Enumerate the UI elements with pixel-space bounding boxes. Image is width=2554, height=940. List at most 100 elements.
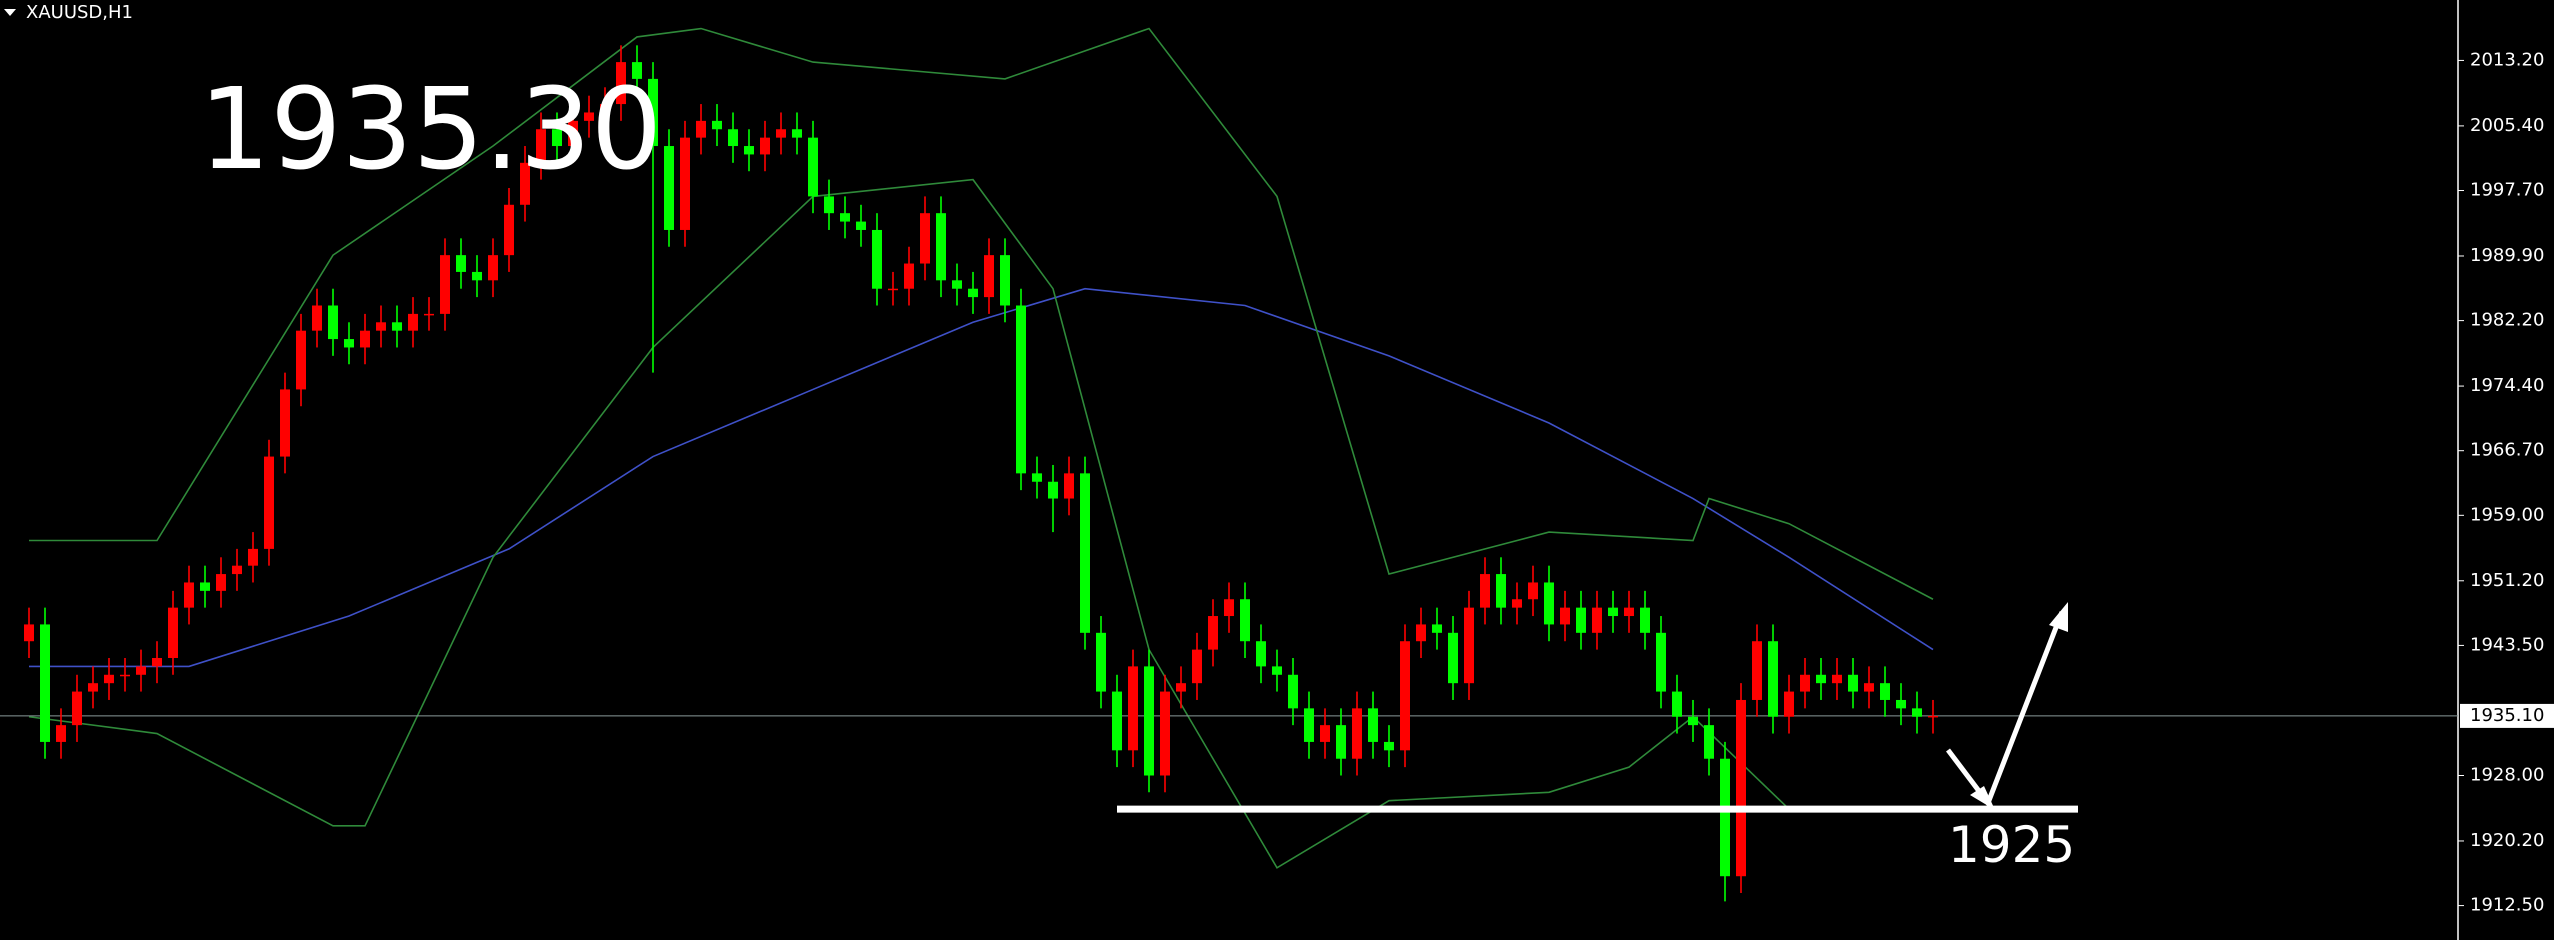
- chart-title: XAUUSD,H1: [26, 2, 133, 23]
- y-tick-label: 1982.20: [2470, 310, 2544, 331]
- candle-body: [1240, 599, 1250, 642]
- candle-body: [1416, 624, 1426, 642]
- candle-body: [280, 389, 290, 457]
- candle-body: [1272, 666, 1282, 675]
- candle-body: [648, 78, 658, 147]
- candle-body: [1304, 708, 1314, 742]
- candle-body: [1720, 758, 1730, 877]
- candle-body: [1144, 666, 1154, 776]
- candle-body: [184, 582, 194, 608]
- current-price-box: [2460, 703, 2554, 728]
- candle-body: [1832, 674, 1842, 684]
- candle-body: [1464, 607, 1474, 684]
- candle-body: [472, 271, 482, 281]
- candle-body: [856, 221, 866, 230]
- candle-body: [1112, 691, 1122, 751]
- indicator-line: [29, 27, 1934, 600]
- candle-body: [360, 330, 370, 348]
- candle-body: [920, 213, 930, 264]
- candle-body: [1880, 683, 1890, 700]
- symbol-menu-icon[interactable]: [4, 9, 16, 16]
- candle-body: [376, 322, 386, 331]
- candle-body: [424, 313, 434, 316]
- candle-body: [1688, 716, 1698, 726]
- candle-body: [328, 305, 338, 340]
- y-tick-label: 1989.90: [2470, 245, 2544, 266]
- candle-body: [728, 129, 738, 147]
- candle-body: [1336, 725, 1346, 759]
- candle-body: [680, 137, 690, 230]
- candle-body: [1544, 582, 1554, 625]
- candle-body: [1576, 607, 1586, 633]
- candle-body: [872, 229, 882, 289]
- candle-body: [1528, 582, 1538, 600]
- candle-body: [1736, 699, 1746, 877]
- plot: 2013.20 2005.40 1997.70 1989.90 1982.20 1974.…: [0, 27, 2554, 916]
- candle-body: [1432, 624, 1442, 633]
- candle-body: [1496, 574, 1506, 608]
- candle-body: [968, 288, 978, 298]
- candle-body: [1320, 725, 1330, 742]
- y-tick-label: 1974.40: [2470, 375, 2544, 396]
- candle-body: [1784, 691, 1794, 717]
- candle-body: [120, 674, 130, 677]
- candle-body: [1384, 741, 1394, 751]
- y-tick-label: 1928.00: [2470, 765, 2544, 786]
- current-price-label: 1935.10: [2470, 705, 2544, 726]
- candle-body: [104, 674, 114, 684]
- candle-body: [600, 104, 610, 113]
- candle-body: [1608, 607, 1618, 617]
- candle-body: [1448, 632, 1458, 684]
- candle-body: [952, 280, 962, 289]
- candle-body: [392, 322, 402, 331]
- candle-body: [904, 263, 914, 289]
- candle-body: [1768, 641, 1778, 717]
- y-tick-label: 1997.70: [2470, 180, 2544, 201]
- candle-body: [216, 574, 226, 591]
- candle-body: [1560, 607, 1570, 625]
- candle-body: [1016, 305, 1026, 474]
- candle-body: [936, 213, 946, 281]
- candle-body: [552, 129, 562, 147]
- candle-body: [1256, 641, 1266, 667]
- candle-body: [696, 120, 706, 138]
- y-tick-label: 1951.20: [2470, 570, 2544, 591]
- candle-body: [744, 146, 754, 155]
- candle-body: [1816, 674, 1826, 684]
- candle-body: [248, 548, 258, 566]
- candle-body: [1896, 699, 1906, 709]
- y-tick-label: 1959.00: [2470, 504, 2544, 525]
- candle-body: [440, 255, 450, 314]
- candle-body: [568, 120, 578, 147]
- candle-body: [616, 62, 626, 105]
- candle-body: [1288, 674, 1298, 709]
- candle-body: [1096, 632, 1106, 692]
- y-tick-label: 2005.40: [2470, 115, 2544, 136]
- candle-body: [1592, 607, 1602, 633]
- candle-body: [1080, 473, 1090, 633]
- candle-body: [840, 213, 850, 222]
- candle-body: [824, 196, 834, 214]
- arrow-head: [2049, 602, 2068, 632]
- y-tick-label: 1966.70: [2470, 440, 2544, 461]
- candle-body: [776, 129, 786, 138]
- candle-body: [264, 456, 274, 549]
- indicator-line: [28, 178, 1933, 869]
- candle-body: [1912, 708, 1922, 717]
- candle-body: [1480, 574, 1490, 608]
- candle-body: [888, 288, 898, 291]
- candle-body: [296, 330, 306, 390]
- candle-body: [456, 255, 466, 272]
- y-tick-label: 2013.20: [2470, 49, 2544, 70]
- y-tick-label: 1912.50: [2470, 895, 2544, 916]
- candle-body: [1128, 666, 1138, 751]
- candle-body: [1032, 473, 1042, 482]
- candle-body: [24, 624, 34, 642]
- candle-body: [712, 120, 722, 130]
- candle-body: [408, 313, 418, 331]
- candle-body: [88, 683, 98, 692]
- candle-body: [632, 62, 642, 79]
- candle-body: [232, 565, 242, 575]
